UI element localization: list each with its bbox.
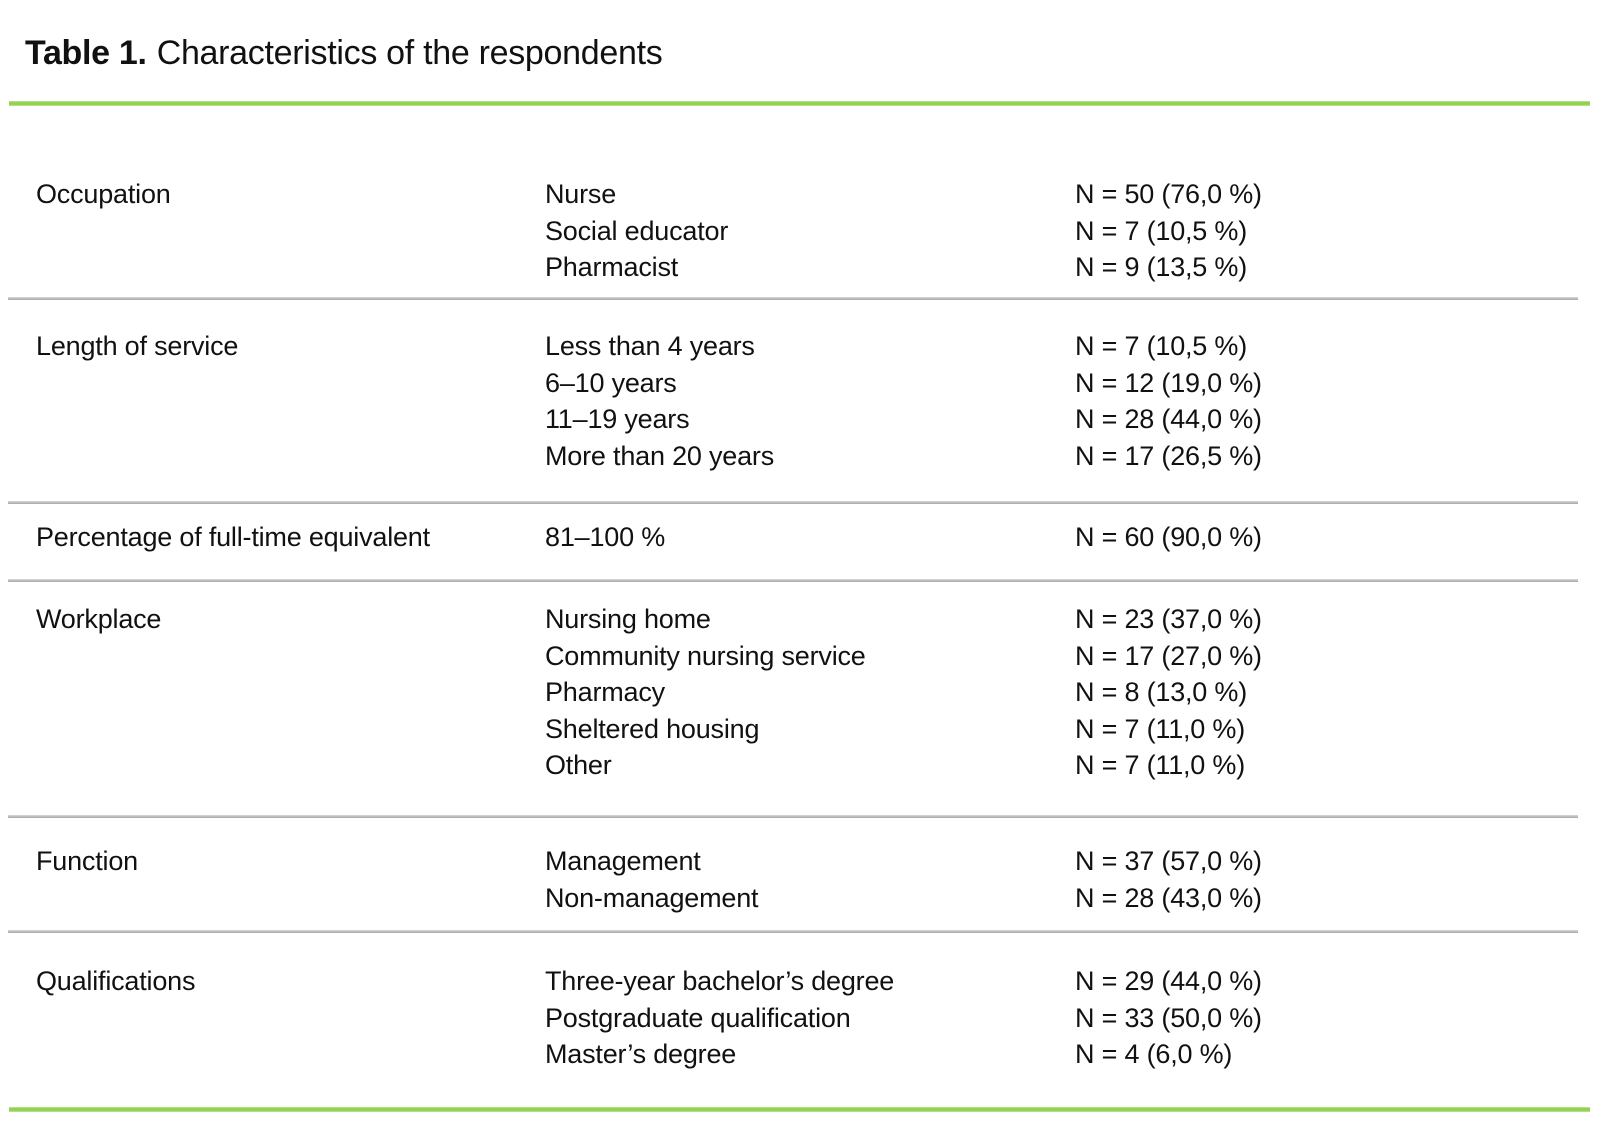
row-value: N = 12 (19,0 %) [1075, 367, 1262, 398]
table-row: Master’s degree N = 4 (6,0 %) [545, 1036, 1576, 1073]
section-rows: Nursing home N = 23 (37,0 %) Community n… [545, 601, 1576, 784]
section-separator [8, 815, 1578, 818]
row-label: Sheltered housing [545, 713, 760, 744]
section-length-of-service: Length of service Less than 4 years N = … [36, 328, 1576, 474]
table-row: Management N = 37 (57,0 %) [545, 843, 1576, 880]
section-separator [8, 297, 1578, 300]
row-value: N = 7 (10,5 %) [1075, 215, 1248, 246]
row-value: N = 7 (11,0 %) [1075, 750, 1246, 781]
row-value: N = 7 (11,0 %) [1075, 713, 1246, 744]
row-value: N = 8 (13,0 %) [1075, 677, 1248, 708]
section-rows: Three-year bachelor’s degree N = 29 (44,… [545, 963, 1576, 1073]
section-function: Function Management N = 37 (57,0 %) Non-… [36, 843, 1576, 916]
table-row: Less than 4 years N = 7 (10,5 %) [545, 328, 1576, 365]
table-row: Nursing home N = 23 (37,0 %) [545, 601, 1576, 638]
row-label: 81–100 % [545, 522, 666, 552]
row-value: N = 4 (6,0 %) [1075, 1039, 1233, 1070]
row-label: Other [545, 750, 612, 781]
row-value: N = 33 (50,0 %) [1075, 1002, 1262, 1033]
table-row: Three-year bachelor’s degree N = 29 (44,… [545, 963, 1576, 1000]
table-row: 6–10 years N = 12 (19,0 %) [545, 365, 1576, 402]
section-category: Occupation [36, 179, 171, 209]
row-value: N = 29 (44,0 %) [1075, 966, 1262, 996]
table-row: 81–100 % N = 60 (90,0 %) [545, 519, 1576, 556]
row-label: Management [545, 846, 701, 876]
section-category: Percentage of full-time equivalent [36, 522, 430, 552]
section-workplace: Workplace Nursing home N = 23 (37,0 %) C… [36, 601, 1576, 784]
table-row: Nurse N = 50 (76,0 %) [545, 176, 1576, 213]
row-label: 11–19 years [545, 404, 690, 435]
row-label: Non-management [545, 882, 759, 913]
row-value: N = 28 (43,0 %) [1075, 882, 1262, 913]
table-row: Non-management N = 28 (43,0 %) [545, 880, 1576, 917]
section-separator [8, 579, 1578, 582]
section-category: Qualifications [36, 966, 196, 996]
row-label: Social educator [545, 215, 729, 246]
table-number: Table 1. [25, 34, 147, 72]
row-value: N = 60 (90,0 %) [1075, 522, 1262, 552]
row-value: N = 17 (27,0 %) [1075, 640, 1262, 671]
table-row: Other N = 7 (11,0 %) [545, 747, 1576, 784]
table-row: Community nursing service N = 17 (27,0 %… [545, 638, 1576, 675]
section-separator [8, 930, 1578, 933]
section-separator [8, 501, 1578, 504]
table-row: Pharmacy N = 8 (13,0 %) [545, 674, 1576, 711]
row-label: Pharmacy [545, 677, 665, 708]
table-row: 11–19 years N = 28 (44,0 %) [545, 401, 1576, 438]
table-row: Pharmacist N = 9 (13,5 %) [545, 249, 1576, 286]
row-value: N = 17 (26,5 %) [1075, 440, 1262, 471]
row-value: N = 23 (37,0 %) [1075, 604, 1262, 634]
row-label: More than 20 years [545, 440, 775, 471]
table-row: More than 20 years N = 17 (26,5 %) [545, 438, 1576, 475]
table-row: Sheltered housing N = 7 (11,0 %) [545, 711, 1576, 748]
row-label: 6–10 years [545, 367, 677, 398]
row-value: N = 28 (44,0 %) [1075, 404, 1262, 435]
row-value: N = 37 (57,0 %) [1075, 846, 1262, 876]
row-value: N = 9 (13,5 %) [1075, 252, 1248, 283]
row-label: Master’s degree [545, 1039, 737, 1070]
section-occupation: Occupation Nurse N = 50 (76,0 %) Social … [36, 176, 1576, 286]
row-label: Nursing home [545, 604, 711, 634]
section-category: Function [36, 846, 138, 876]
section-category: Workplace [36, 604, 162, 634]
section-rows: Less than 4 years N = 7 (10,5 %) 6–10 ye… [545, 328, 1576, 474]
row-label: Three-year bachelor’s degree [545, 966, 895, 996]
row-label: Postgraduate qualification [545, 1002, 851, 1033]
top-rule [9, 101, 1590, 106]
row-label: Pharmacist [545, 252, 679, 283]
section-fte-percentage: Percentage of full-time equivalent 81–10… [36, 519, 1576, 556]
row-label: Nurse [545, 179, 617, 209]
row-label: Less than 4 years [545, 331, 755, 361]
table-row: Postgraduate qualification N = 33 (50,0 … [545, 1000, 1576, 1037]
section-rows: 81–100 % N = 60 (90,0 %) [545, 519, 1576, 556]
table-title: Table 1. Characteristics of the responden… [25, 30, 663, 76]
row-value: N = 50 (76,0 %) [1075, 179, 1262, 209]
table-row: Social educator N = 7 (10,5 %) [545, 213, 1576, 250]
table-caption: Characteristics of the respondents [156, 34, 663, 72]
bottom-rule [9, 1107, 1590, 1112]
section-category: Length of service [36, 331, 239, 361]
section-rows: Management N = 37 (57,0 %) Non-managemen… [545, 843, 1576, 916]
row-label: Community nursing service [545, 640, 866, 671]
section-rows: Nurse N = 50 (76,0 %) Social educator N … [545, 176, 1576, 286]
section-qualifications: Qualifications Three-year bachelor’s deg… [36, 963, 1576, 1073]
row-value: N = 7 (10,5 %) [1075, 331, 1248, 361]
